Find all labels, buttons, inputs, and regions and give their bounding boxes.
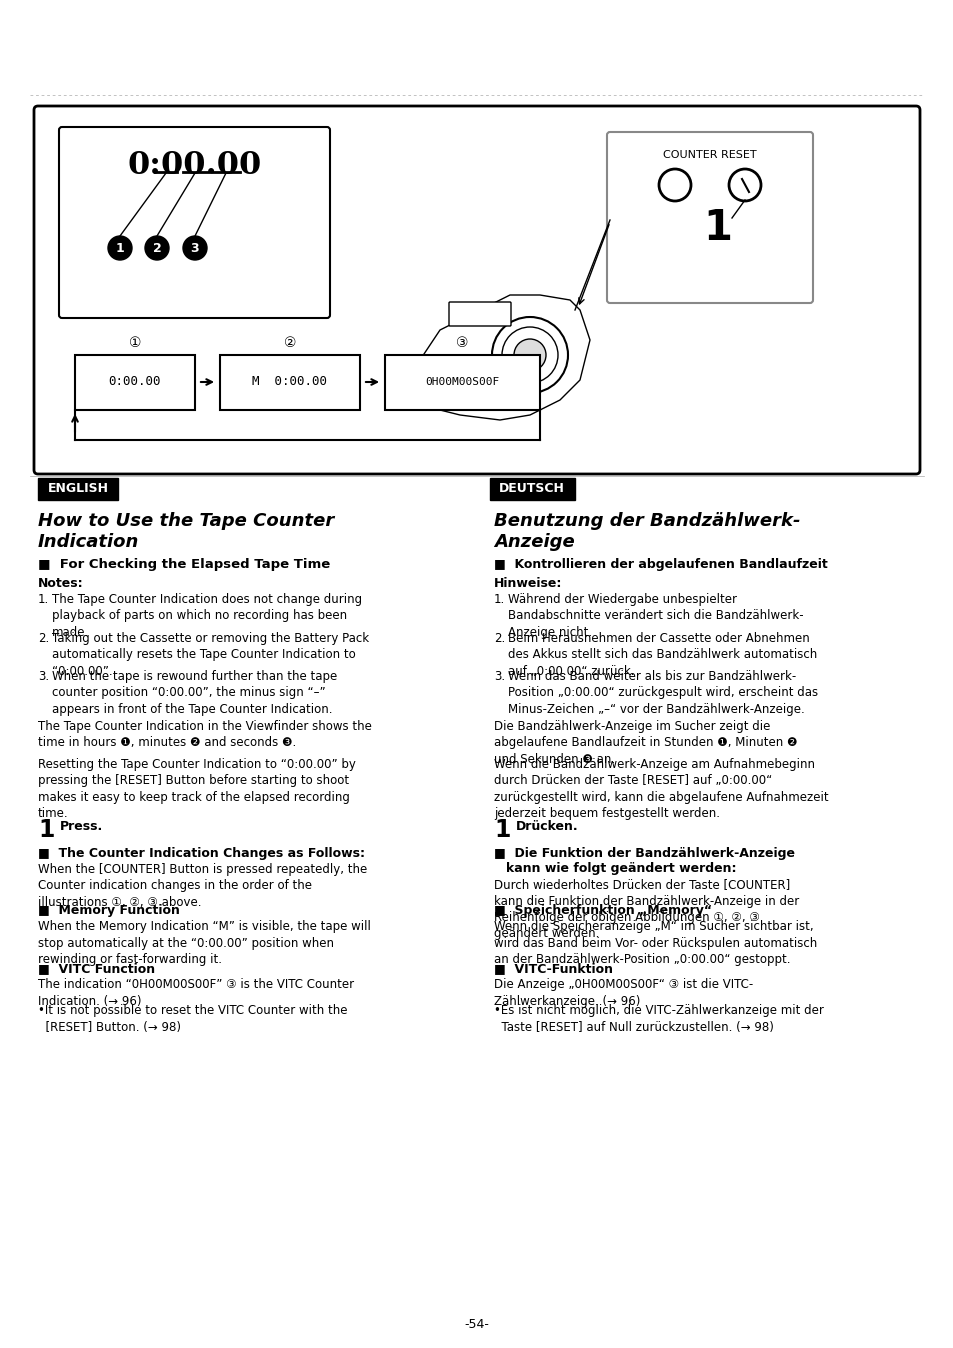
FancyBboxPatch shape — [59, 127, 330, 318]
Text: COUNTER RESET: COUNTER RESET — [662, 150, 756, 160]
Text: DEUTSCH: DEUTSCH — [498, 483, 564, 496]
Text: When the [COUNTER] Button is pressed repeatedly, the
Counter indication changes : When the [COUNTER] Button is pressed rep… — [38, 863, 367, 909]
Text: Wenn die Speicheranzeige „M“ im Sucher sichtbar ist,
wird das Band beim Vor- ode: Wenn die Speicheranzeige „M“ im Sucher s… — [494, 919, 817, 967]
Text: 2.: 2. — [38, 632, 50, 644]
Text: When the Memory Indication “M” is visible, the tape will
stop automatically at t: When the Memory Indication “M” is visibl… — [38, 919, 371, 967]
Text: -54-: -54- — [464, 1318, 489, 1330]
Text: Drücken.: Drücken. — [516, 820, 578, 833]
Bar — [490, 479, 575, 500]
Circle shape — [492, 317, 567, 394]
Text: The Tape Counter Indication does not change during
playback of parts on which no: The Tape Counter Indication does not cha… — [52, 593, 362, 639]
Text: 0:00.00: 0:00.00 — [109, 376, 161, 388]
Text: Die Bandzählwerk-Anzeige im Sucher zeigt die
abgelaufene Bandlaufzeit in Stunden: Die Bandzählwerk-Anzeige im Sucher zeigt… — [494, 720, 797, 766]
Text: 3.: 3. — [494, 670, 504, 683]
Circle shape — [183, 236, 207, 260]
Circle shape — [501, 328, 558, 383]
Text: 1: 1 — [38, 818, 54, 842]
Text: 3.: 3. — [38, 670, 49, 683]
Text: 1: 1 — [702, 208, 732, 249]
Text: ■  VITC Function: ■ VITC Function — [38, 962, 155, 975]
Text: Benutzung der Bandzählwerk-
Anzeige: Benutzung der Bandzählwerk- Anzeige — [494, 512, 800, 551]
Text: kann wie folgt geändert werden:: kann wie folgt geändert werden: — [505, 861, 736, 875]
Text: Durch wiederholtes Drücken der Taste [COUNTER]
kann die Funktion der Bandzählwer: Durch wiederholtes Drücken der Taste [CO… — [494, 878, 799, 941]
Bar — [220, 355, 359, 410]
Text: 2: 2 — [152, 241, 161, 255]
Text: ■  For Checking the Elapsed Tape Time: ■ For Checking the Elapsed Tape Time — [38, 558, 330, 572]
Text: 2.: 2. — [494, 632, 505, 644]
Text: •Es ist nicht möglich, die VITC-Zählwerkanzeige mit der
  Taste [RESET] auf Null: •Es ist nicht möglich, die VITC-Zählwerk… — [494, 1004, 823, 1034]
Circle shape — [145, 236, 169, 260]
Text: 3: 3 — [191, 241, 199, 255]
Bar — [385, 355, 539, 410]
Text: 1: 1 — [494, 818, 510, 842]
Text: Während der Wiedergabe unbespielter
Bandabschnitte verändert sich die Bandzählwe: Während der Wiedergabe unbespielter Band… — [507, 593, 802, 639]
Text: The indication “0H00M00S00F” ③ is the VITC Counter
Indication. (→ 96): The indication “0H00M00S00F” ③ is the VI… — [38, 979, 354, 1007]
Text: •It is not possible to reset the VITC Counter with the
  [RESET] Button. (→ 98): •It is not possible to reset the VITC Co… — [38, 1004, 347, 1034]
Text: Press.: Press. — [60, 820, 103, 833]
Text: 1.: 1. — [38, 593, 50, 607]
Text: Hinweise:: Hinweise: — [494, 577, 561, 590]
Text: ①: ① — [129, 336, 141, 350]
FancyBboxPatch shape — [34, 106, 919, 474]
Text: How to Use the Tape Counter
Indication: How to Use the Tape Counter Indication — [38, 512, 334, 551]
Text: When the tape is rewound further than the tape
counter position “0:00.00”, the m: When the tape is rewound further than th… — [52, 670, 337, 716]
Circle shape — [108, 236, 132, 260]
Text: The Tape Counter Indication in the Viewfinder shows the
time in hours ❶, minutes: The Tape Counter Indication in the Viewf… — [38, 720, 372, 749]
Text: Die Anzeige „0H00M00S00F“ ③ ist die VITC-
Zählwerkanzeige. (→ 96): Die Anzeige „0H00M00S00F“ ③ ist die VITC… — [494, 979, 753, 1007]
Text: ■  Die Funktion der Bandzählwerk-Anzeige: ■ Die Funktion der Bandzählwerk-Anzeige — [494, 847, 794, 860]
Circle shape — [659, 168, 690, 201]
FancyBboxPatch shape — [606, 132, 812, 303]
Text: Notes:: Notes: — [38, 577, 84, 590]
Text: Wenn die Bandzählwerk-Anzeige am Aufnahmebeginn
durch Drücken der Taste [RESET] : Wenn die Bandzählwerk-Anzeige am Aufnahm… — [494, 758, 828, 821]
Text: ③: ③ — [456, 336, 468, 350]
Bar — [38, 479, 118, 500]
Circle shape — [728, 168, 760, 201]
Circle shape — [514, 338, 545, 371]
Text: ②: ② — [283, 336, 296, 350]
Text: Wenn das Band weiter als bis zur Bandzählwerk-
Position „0:00.00“ zurückgespult : Wenn das Band weiter als bis zur Bandzäh… — [507, 670, 818, 716]
Text: 0:00.00: 0:00.00 — [128, 150, 262, 181]
Text: ■  Kontrollieren der abgelaufenen Bandlaufzeit: ■ Kontrollieren der abgelaufenen Bandlau… — [494, 558, 827, 572]
Text: Resetting the Tape Counter Indication to “0:00.00” by
pressing the [RESET] Butto: Resetting the Tape Counter Indication to… — [38, 758, 355, 821]
Bar — [75, 355, 194, 410]
Text: ENGLISH: ENGLISH — [48, 483, 109, 496]
Text: ■  Memory Function: ■ Memory Function — [38, 905, 180, 917]
Text: Taking out the Cassette or removing the Battery Pack
automatically resets the Ta: Taking out the Cassette or removing the … — [52, 632, 369, 678]
Text: ■  VITC-Funktion: ■ VITC-Funktion — [494, 962, 613, 975]
Text: 1.: 1. — [494, 593, 505, 607]
Text: M  0:00.00: M 0:00.00 — [253, 376, 327, 388]
Text: ■  The Counter Indication Changes as Follows:: ■ The Counter Indication Changes as Foll… — [38, 847, 365, 860]
Text: ■  Speicherfunktion „Memory“: ■ Speicherfunktion „Memory“ — [494, 905, 711, 917]
Text: 0H00M00S00F: 0H00M00S00F — [424, 377, 498, 387]
FancyBboxPatch shape — [449, 302, 511, 326]
Text: 1: 1 — [115, 241, 124, 255]
Text: Beim Herausnehmen der Cassette oder Abnehmen
des Akkus stellt sich das Bandzählw: Beim Herausnehmen der Cassette oder Abne… — [507, 632, 817, 678]
